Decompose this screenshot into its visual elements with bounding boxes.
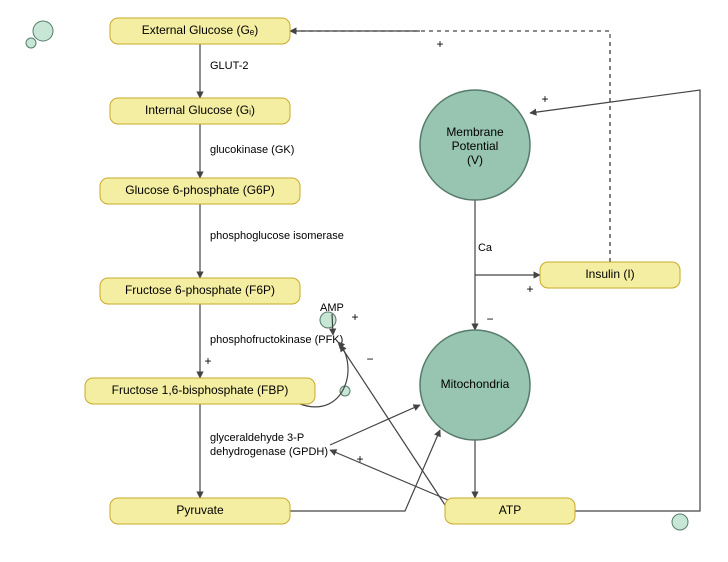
label-pgi: phosphoglucose isomerase: [210, 230, 344, 242]
svg-text:External Glucose (Gₑ): External Glucose (Gₑ): [142, 23, 259, 37]
node-f6p: Fructose 6-phosphate (F6P): [100, 278, 300, 304]
accent-circle: [33, 21, 53, 41]
node-mitochondria: Mitochondria: [420, 330, 530, 440]
svg-text:Internal Glucose (Gᵢ): Internal Glucose (Gᵢ): [145, 103, 255, 117]
node-ge: External Glucose (Gₑ): [110, 18, 290, 44]
svg-text:Mitochondria: Mitochondria: [441, 377, 510, 391]
svg-text:(V): (V): [467, 153, 483, 167]
node-fbp: Fructose 1,6-bisphosphate (FBP): [85, 378, 315, 404]
svg-text:Potential: Potential: [452, 139, 499, 153]
edge-atp-mp: [530, 90, 700, 511]
node-g6p: Glucose 6-phosphate (G6P): [100, 178, 300, 204]
label-gpdh1: glyceraldehyde 3-P: [210, 432, 304, 444]
sign-atp-mp: +: [541, 92, 548, 106]
edge-gpdh-mito: [330, 405, 420, 445]
accent-circle: [672, 514, 688, 530]
edge-pyruvate-mito: [290, 430, 440, 511]
svg-text:Fructose 1,6-bisphosphate (FBP: Fructose 1,6-bisphosphate (FBP): [112, 383, 289, 397]
sign-ins-ge: +: [436, 37, 443, 51]
svg-text:Pyruvate: Pyruvate: [176, 503, 224, 517]
node-insulin: Insulin (I): [540, 262, 680, 288]
node-pyruvate: Pyruvate: [110, 498, 290, 524]
svg-text:Fructose 6-phosphate (F6P): Fructose 6-phosphate (F6P): [125, 283, 275, 297]
sign-fbp-pfk: +: [204, 354, 211, 368]
label-glut2: GLUT-2: [210, 60, 249, 72]
sign-atp-pfk: −: [366, 352, 373, 366]
svg-text:Insulin (I): Insulin (I): [585, 267, 634, 281]
edge-atp-gpdh: [330, 450, 448, 500]
node-membrane-potential: Membrane Potential (V): [420, 90, 530, 200]
sign-amp: +: [351, 310, 358, 324]
label-amp: AMP: [320, 302, 344, 314]
node-gi: Internal Glucose (Gᵢ): [110, 98, 290, 124]
sign-mp-ins: +: [526, 282, 533, 296]
sign-mito-mp: −: [486, 312, 493, 326]
label-gk: glucokinase (GK): [210, 144, 294, 156]
label-ca: Ca: [478, 242, 493, 254]
svg-text:ATP: ATP: [499, 503, 521, 517]
accent-circle: [26, 38, 36, 48]
label-gpdh2: dehydrogenase (GPDH): [210, 446, 328, 458]
svg-text:Glucose 6-phosphate (G6P): Glucose 6-phosphate (G6P): [125, 183, 274, 197]
accent-circle: [340, 386, 350, 396]
accent-circle: [320, 312, 336, 328]
label-pfk: phosphofructokinase (PFK): [210, 334, 343, 346]
svg-text:Membrane: Membrane: [446, 125, 504, 139]
node-atp: ATP: [445, 498, 575, 524]
sign-atp-gpdh: +: [356, 452, 363, 466]
